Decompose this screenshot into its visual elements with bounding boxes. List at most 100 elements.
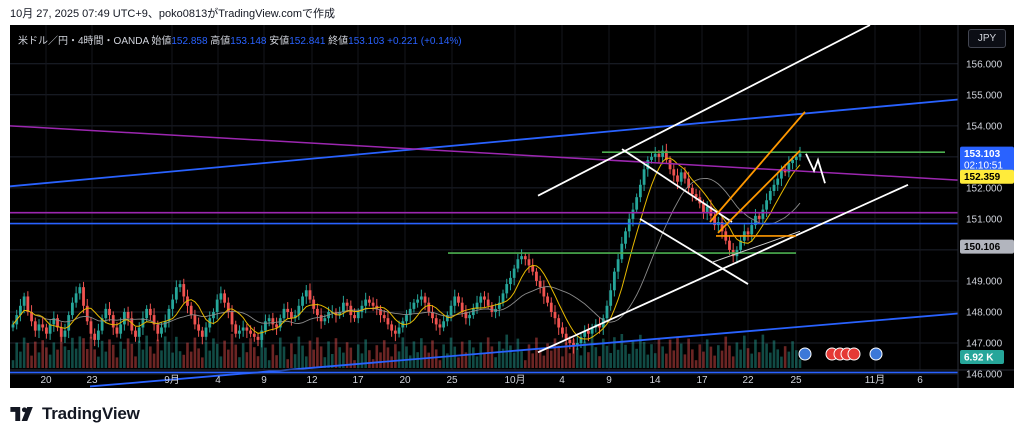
candle-body	[620, 243, 624, 260]
blue-trend-line	[89, 312, 959, 388]
volume-bar	[453, 346, 457, 368]
candle-body	[141, 318, 145, 328]
volume-bar	[449, 337, 453, 368]
volume-bar	[620, 334, 624, 368]
volume-bar	[587, 352, 590, 368]
volume-bar	[598, 356, 601, 368]
volume-bar	[516, 338, 520, 368]
candle-body	[256, 336, 260, 340]
moving-average-long	[12, 177, 801, 325]
candle-body	[367, 299, 371, 303]
volume-bar	[63, 346, 67, 368]
volume-bar	[327, 341, 330, 368]
volume-bar	[212, 338, 215, 368]
volume-bar	[717, 345, 720, 368]
candle-body	[390, 324, 394, 331]
time-axis-label: 14	[649, 375, 661, 386]
volume-bar	[67, 350, 70, 368]
high-value: 153.148	[230, 36, 267, 47]
volume-bar	[772, 340, 776, 368]
volume-bar	[549, 350, 553, 368]
volume-bar	[11, 360, 15, 368]
volume-bar	[616, 349, 620, 368]
volume-bar	[204, 341, 208, 368]
candle-body	[271, 318, 275, 325]
candle-body	[794, 156, 798, 160]
volume-bar	[227, 349, 230, 368]
ohlc-header: 米ドル／円・4時間・OANDA 始値152.858 高値153.148 安値15…	[18, 32, 462, 47]
volume-bar	[605, 345, 609, 368]
candle-body	[787, 163, 791, 173]
volume-bar	[41, 340, 44, 368]
volume-bar	[679, 343, 683, 368]
price-axis-label: 155.000	[966, 90, 1003, 101]
volume-bar	[219, 356, 223, 368]
volume-bar	[119, 341, 122, 368]
currency-button[interactable]: JPY	[968, 29, 1006, 48]
volume-bar	[501, 348, 505, 368]
candle-body	[483, 296, 486, 300]
candle-body	[535, 271, 538, 281]
volume-bar	[564, 342, 568, 368]
volume-bar	[631, 341, 635, 368]
volume-bar	[137, 340, 141, 368]
volume-bar	[787, 351, 791, 368]
candle-body	[193, 315, 197, 325]
volume-bar	[130, 343, 134, 368]
volume-bar	[746, 348, 750, 368]
volume-bar	[627, 353, 631, 368]
candle-body	[397, 327, 401, 334]
volume-bar	[427, 352, 431, 368]
volume-bar	[472, 347, 475, 368]
candle-body	[486, 299, 490, 306]
candle-body	[720, 222, 724, 232]
volume-bar	[104, 351, 108, 368]
candle-body	[761, 209, 765, 219]
candle-body	[260, 330, 264, 340]
brand[interactable]: TradingView	[10, 404, 140, 424]
volume-bar	[420, 338, 423, 368]
candle-body	[509, 277, 512, 285]
volume-bar	[761, 334, 765, 368]
volume-bar	[590, 336, 594, 368]
volume-bar	[93, 349, 96, 368]
volume-bar	[613, 337, 616, 368]
candle-body	[241, 327, 245, 331]
chart-panel[interactable]: 146.000147.000148.000149.000150.000151.0…	[10, 25, 1014, 388]
candle-body	[219, 293, 223, 300]
volume-bar	[379, 352, 382, 368]
candle-body	[56, 318, 59, 328]
volume-bar	[401, 337, 405, 368]
candle-body	[89, 321, 93, 334]
candle-body	[304, 290, 308, 297]
time-axis-label: 12	[306, 375, 318, 386]
candle-body	[130, 318, 134, 331]
low-label: 安値	[269, 36, 290, 47]
time-axis-label: 9	[261, 375, 267, 386]
volume-bar	[234, 344, 238, 368]
candle-body	[163, 321, 167, 328]
candle-body	[82, 287, 85, 306]
volume-bar	[735, 342, 739, 368]
candle-body	[713, 215, 717, 226]
price-axis-label: 146.000	[966, 370, 1003, 381]
volume-bar	[245, 352, 249, 368]
candle-body	[546, 296, 549, 303]
candle-body	[215, 299, 219, 312]
candle-body	[746, 231, 750, 235]
volume-bar	[371, 359, 375, 368]
volume-bar	[85, 349, 89, 368]
volume-bar	[572, 339, 575, 368]
magenta-trend-line	[10, 125, 959, 181]
volume-bar	[163, 336, 167, 368]
volume-bar	[334, 338, 338, 368]
channel-line	[639, 218, 749, 285]
volume-bar	[252, 347, 256, 368]
price-chart[interactable]: 146.000147.000148.000149.000150.000151.0…	[10, 25, 1014, 388]
change-value: +0.221 (+0.14%)	[387, 36, 462, 47]
event-flag-icon	[847, 347, 861, 361]
candle-body	[308, 290, 312, 300]
candle-body	[561, 327, 564, 334]
volume-bar	[271, 344, 275, 368]
candle-body	[111, 315, 115, 328]
